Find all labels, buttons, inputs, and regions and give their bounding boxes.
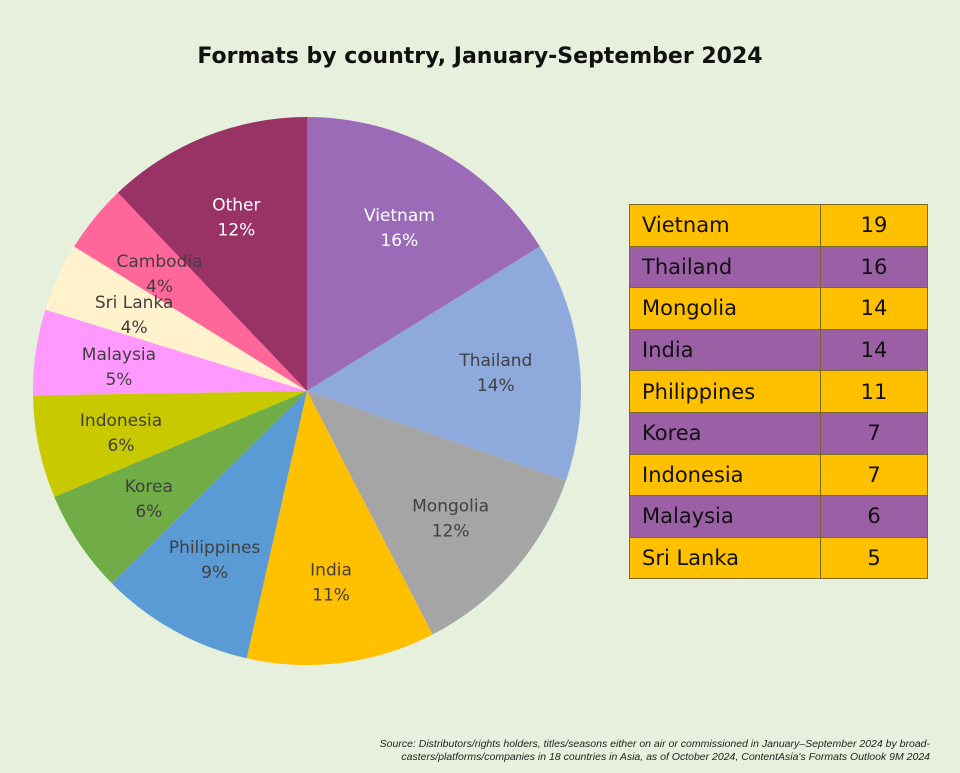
- table-cell-count: 11: [820, 370, 928, 413]
- pie-slice-indonesia: [33, 391, 308, 497]
- slice-label-indonesia: Indonesia: [80, 411, 162, 431]
- country-count-table: Vietnam 19 Thailand 16 Mongolia 14 India 14 Phil…: [629, 204, 928, 580]
- pie-slice-korea: [54, 391, 307, 584]
- slice-percent-indonesia: 6%: [108, 436, 135, 456]
- pie-slice-thailand: [307, 246, 581, 481]
- slice-percent-vietnam: 16%: [380, 231, 418, 251]
- slice-label-philippines: Philippines: [169, 538, 261, 558]
- chart-title: Formats by country, January-September 20…: [197, 44, 763, 69]
- table-cell-country: India: [629, 328, 821, 372]
- pie-slice-other: [117, 117, 307, 391]
- table-cell-count: 19: [820, 204, 928, 247]
- slice-percent-thailand: 14%: [477, 376, 515, 396]
- table-cell-country: Mongolia: [629, 287, 821, 330]
- slice-percent-philippines: 9%: [201, 563, 228, 583]
- table-row: Vietnam 19: [629, 204, 928, 247]
- slice-percent-india: 11%: [312, 585, 350, 605]
- slice-label-cambodia: Cambodia: [117, 252, 203, 272]
- table-cell-count: 14: [820, 287, 928, 330]
- table-cell-country: Indonesia: [629, 453, 821, 497]
- pie-chart: Vietnam 16% Thailand 14% Mongolia 12% India 11%…: [33, 117, 581, 666]
- slice-label-sri-lanka: Sri Lanka: [95, 293, 174, 313]
- table-cell-country: Philippines: [629, 370, 821, 413]
- table-row: Indonesia 7: [629, 453, 928, 497]
- slice-percent-other: 12%: [217, 221, 255, 241]
- table-cell-country: Sri Lanka: [629, 536, 821, 580]
- slice-label-korea: Korea: [125, 477, 173, 497]
- slice-label-india: India: [310, 560, 352, 580]
- source-line-1: Source: Distributors/rights holders, tit…: [379, 738, 930, 750]
- slice-percent-korea: 6%: [135, 502, 162, 522]
- table-row: Korea 7: [629, 411, 928, 455]
- table-cell-count: 7: [820, 453, 928, 497]
- slice-label-vietnam: Vietnam: [364, 206, 435, 226]
- pie-slice-cambodia: [74, 192, 307, 391]
- table-row: Sri Lanka 5: [629, 536, 928, 580]
- table-cell-count: 14: [820, 328, 928, 372]
- table-cell-country: Malaysia: [629, 495, 821, 538]
- table-row: Mongolia 14: [629, 287, 928, 330]
- table-cell-count: 6: [820, 495, 928, 538]
- table-row: Malaysia 6: [629, 495, 928, 538]
- table-cell-country: Vietnam: [629, 204, 821, 247]
- slice-percent-sri-lanka: 4%: [121, 318, 148, 338]
- pie-slice-malaysia: [33, 309, 308, 396]
- pie-slice-vietnam: [307, 117, 540, 391]
- pie-slice-philippines: [111, 391, 307, 659]
- source-line-2: casters/platforms/companies in 18 countr…: [401, 751, 930, 763]
- slice-label-thailand: Thailand: [458, 351, 532, 371]
- table-cell-country: Korea: [629, 411, 821, 455]
- slice-percent-malaysia: 5%: [105, 370, 132, 390]
- table-cell-count: 5: [820, 536, 928, 580]
- table-row: India 14: [629, 328, 928, 372]
- table-cell-country: Thailand: [629, 245, 821, 289]
- slice-label-malaysia: Malaysia: [82, 345, 156, 365]
- slice-percent-cambodia: 4%: [146, 277, 173, 297]
- pie-slice-india: [246, 391, 433, 666]
- table-row: Thailand 16: [629, 245, 928, 289]
- slice-percent-mongolia: 12%: [432, 521, 470, 541]
- table-cell-count: 7: [820, 411, 928, 455]
- pie-slice-sri-lanka: [45, 246, 308, 391]
- slice-label-mongolia: Mongolia: [412, 496, 489, 516]
- pie-slice-mongolia: [307, 391, 566, 635]
- source-note: Source: Distributors/rights holders, tit…: [230, 738, 930, 764]
- slice-label-other: Other: [212, 196, 260, 216]
- table-cell-count: 16: [820, 245, 928, 289]
- table-row: Philippines 11: [629, 370, 928, 413]
